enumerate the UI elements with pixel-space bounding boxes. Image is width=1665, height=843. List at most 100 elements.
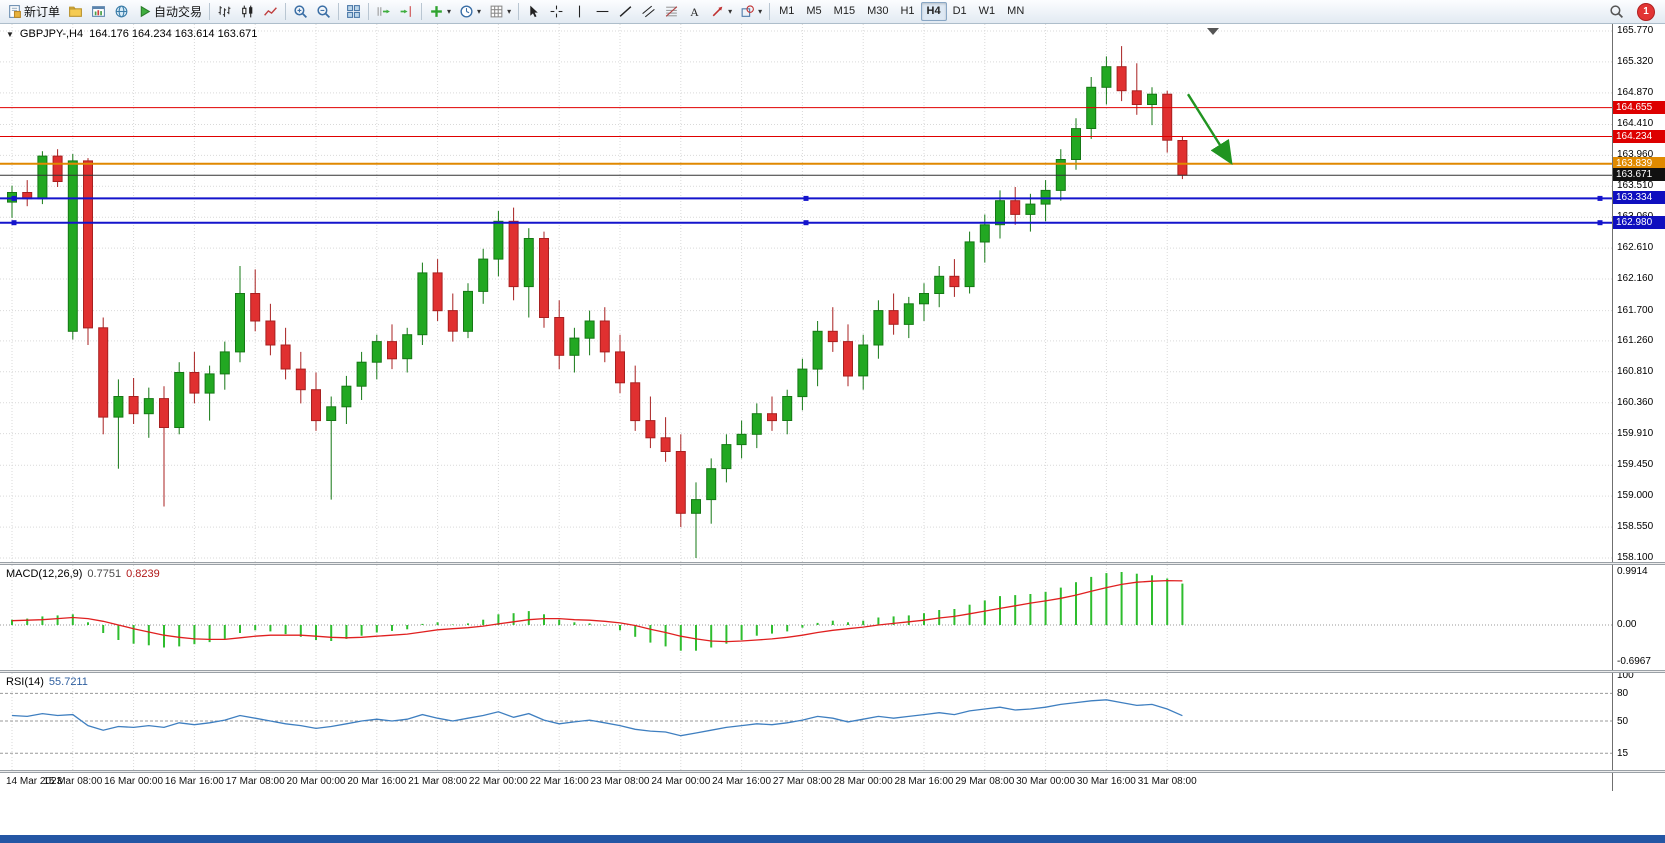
rsi-value: 55.7211 (48, 676, 88, 688)
timeframe-D1[interactable]: D1 (952, 5, 967, 17)
vertical-line-button[interactable] (568, 1, 591, 23)
search-button[interactable] (1605, 1, 1628, 23)
bar-chart-button[interactable] (213, 1, 236, 23)
toolbar-separator (421, 3, 423, 20)
line-chart-button[interactable] (259, 1, 282, 23)
fibonacci-button[interactable] (660, 1, 683, 23)
play-icon (140, 5, 151, 18)
grid (0, 24, 1612, 562)
arrows-button[interactable]: ▾ (706, 1, 736, 23)
chevron-down-icon: ▾ (758, 7, 763, 16)
price-badge-164.234: 164.234 (1613, 130, 1665, 143)
charts-button[interactable] (87, 1, 110, 23)
price-chart[interactable] (0, 24, 1612, 562)
chevron-down-icon: ▾ (477, 7, 482, 16)
indicators-button[interactable]: ▾ (425, 1, 455, 23)
chart-shift-marker-icon[interactable] (1207, 28, 1219, 35)
notification-badge[interactable]: 1 (1637, 2, 1655, 21)
time-axis-label: 24 Mar 16:00 (712, 776, 772, 787)
price-badge-163.839: 163.839 (1613, 157, 1665, 170)
toolbar-separator (338, 3, 340, 20)
cursor-button[interactable] (522, 1, 545, 23)
timeframe-H4[interactable]: H4 (920, 2, 947, 21)
auto-scroll-icon (377, 7, 390, 16)
timeframe-H1[interactable]: H1 (900, 5, 915, 17)
collapse-chart-icon[interactable]: ▼ (6, 29, 14, 39)
periods-button[interactable]: ▾ (455, 1, 485, 23)
chevron-down-icon: ▾ (728, 7, 733, 16)
rsi-line (11, 699, 1183, 737)
time-axis-label: 22 Mar 16:00 (529, 776, 589, 787)
cursor-icon (530, 5, 538, 18)
panel-splitter[interactable] (0, 670, 1665, 673)
text-icon: A (690, 6, 699, 19)
timeframe-M5[interactable]: M5 (806, 5, 822, 17)
text-button[interactable]: A (683, 1, 706, 23)
panel-splitter[interactable] (0, 562, 1665, 565)
zoom-in-button[interactable] (289, 1, 312, 23)
chevron-down-icon: ▾ (507, 7, 512, 16)
toolbar-separator (518, 3, 520, 20)
hline-icon (596, 10, 609, 13)
timeframe-M30[interactable]: M30 (867, 5, 889, 17)
globe-icon (115, 5, 128, 18)
auto-scroll-button[interactable] (372, 1, 395, 23)
profiles-button[interactable] (64, 1, 87, 23)
market-watch-button[interactable] (110, 1, 133, 23)
time-axis-label: 15 Mar 08:00 (43, 776, 103, 787)
rsi-axis-label: 15 (1617, 748, 1629, 759)
time-axis-label: 24 Mar 00:00 (651, 776, 711, 787)
macd-panel[interactable] (0, 565, 1612, 670)
price-axis-label: 164.410 (1617, 118, 1654, 129)
shapes-button[interactable]: ▾ (736, 1, 766, 23)
price-axis-label: 163.960 (1617, 149, 1654, 160)
macd-signal-value: 0.8239 (126, 568, 160, 580)
price-axis-label: 158.550 (1617, 521, 1654, 532)
zoom-out-button[interactable] (312, 1, 335, 23)
channel-icon (642, 5, 655, 18)
price-axis-label: 159.000 (1617, 490, 1654, 501)
shapes-icon (741, 5, 755, 17)
auto-trading-button[interactable]: 自动交易 (133, 1, 206, 23)
panel-splitter[interactable] (0, 770, 1665, 773)
rsi-axis-label: 100 (1617, 670, 1634, 681)
chart-shift-icon (400, 6, 411, 17)
chart-symbol-label: GBPJPY-,H4 (19, 28, 84, 40)
templates-button[interactable]: ▾ (485, 1, 515, 23)
rsi-title: RSI(14) 55.7211 (6, 676, 88, 688)
macd-signal-line (11, 579, 1183, 643)
timeframe-M15[interactable]: M15 (833, 5, 856, 17)
zoom-in-icon (294, 5, 308, 18)
level-line-162.980[interactable] (0, 220, 1612, 226)
chart-shift-button[interactable] (395, 1, 418, 23)
chevron-down-icon: ▾ (447, 7, 452, 16)
new-order-button[interactable]: 新订单 (3, 1, 64, 23)
candlestick-chart-button[interactable] (236, 1, 259, 23)
macd-title: MACD(12,26,9) 0.7751 0.8239 (6, 568, 160, 580)
channel-button[interactable] (637, 1, 660, 23)
trend-icon (619, 6, 632, 17)
chart-title: ▼ GBPJPY-,H4 164.176 164.234 163.614 163… (6, 28, 257, 40)
arrow-tool-icon (712, 6, 723, 17)
horizontal-line-button[interactable] (591, 1, 614, 23)
level-line-163.334[interactable] (0, 195, 1612, 201)
toolbar-separator (285, 3, 287, 20)
bars-icon (218, 6, 231, 17)
main-toolbar: 新订单 自动交易 ▾ ▾ ▾ A ▾ ▾ M1 M5 M15 M30 H1 H4 D1 W1 MN 1 (0, 0, 1665, 24)
trendline-button[interactable] (614, 1, 637, 23)
auto-trading-button-label: 自动交易 (154, 5, 203, 19)
price-axis-label: 165.320 (1617, 56, 1654, 67)
time-axis-label: 27 Mar 08:00 (772, 776, 832, 787)
timeframe-MN[interactable]: MN (1007, 5, 1025, 17)
trend-arrow[interactable] (1186, 93, 1233, 165)
timeframe-M1[interactable]: M1 (779, 5, 795, 17)
crosshair-button[interactable] (545, 1, 568, 23)
price-axis-label: 160.810 (1617, 366, 1654, 377)
vline-icon (579, 5, 581, 18)
price-axis-label: 161.700 (1617, 305, 1654, 316)
rsi-panel[interactable] (0, 673, 1612, 770)
timeframe-W1[interactable]: W1 (978, 5, 996, 17)
tile-windows-button[interactable] (342, 1, 365, 23)
macd-label: MACD(12,26,9) (6, 568, 83, 580)
rsi-label: RSI(14) (6, 676, 44, 688)
